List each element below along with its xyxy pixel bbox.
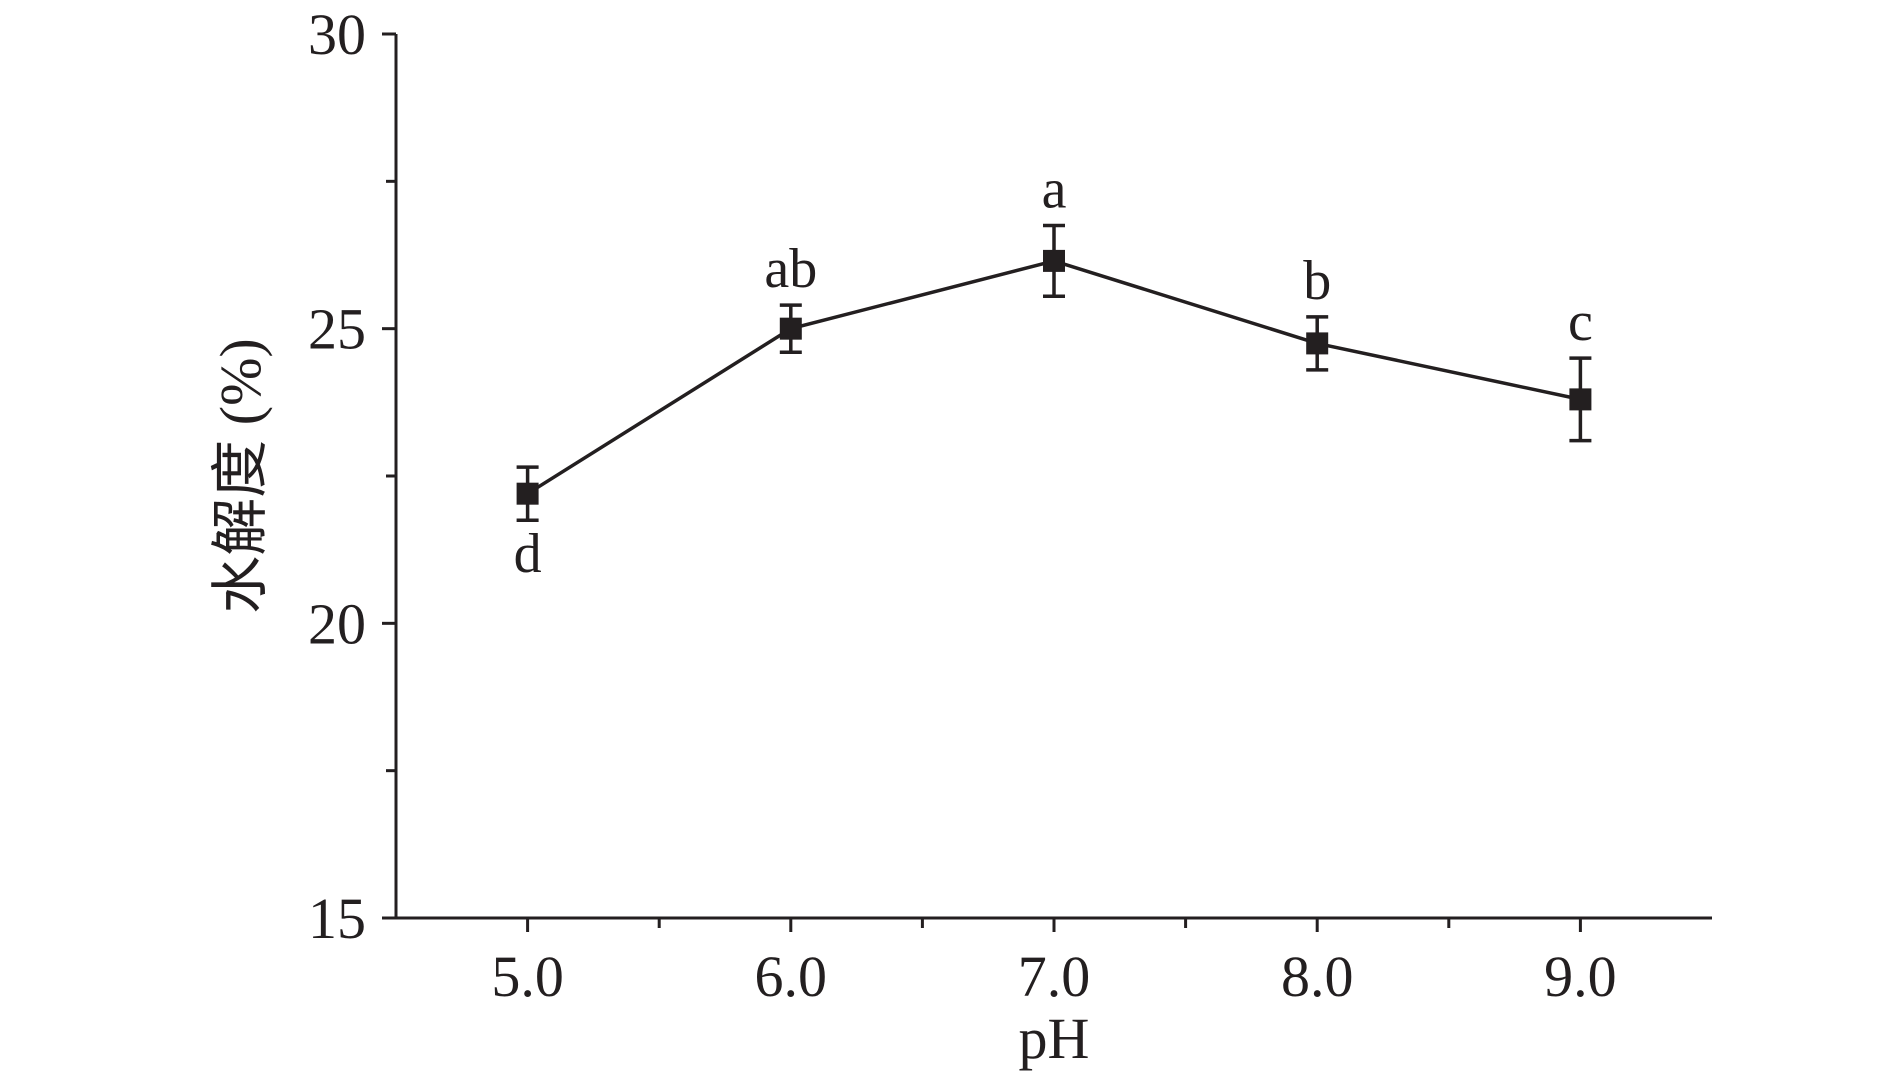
significance-label: d [514, 523, 542, 585]
significance-label: a [1042, 159, 1067, 221]
x-tick-label: 6.0 [755, 944, 828, 1009]
y-tick-label: 30 [308, 2, 366, 67]
square-marker [1306, 332, 1329, 355]
square-marker [1569, 388, 1592, 411]
x-tick-label: 9.0 [1544, 944, 1617, 1009]
x-axis-ticks: 5.0 6.0 7.0 8.0 9.0 [491, 918, 1617, 1009]
x-tick-label: 5.0 [491, 944, 564, 1009]
square-marker [779, 317, 802, 340]
data-point [779, 303, 802, 354]
y-axis-ticks: 15 20 25 30 [308, 2, 396, 951]
data-point [516, 465, 539, 522]
data-point [1306, 315, 1329, 372]
y-axis-title: 水解度 (%) [208, 338, 273, 613]
y-tick-label: 20 [308, 591, 366, 656]
data-point [1569, 356, 1592, 443]
y-tick-label: 15 [308, 886, 366, 951]
x-tick-label: 7.0 [1018, 944, 1091, 1009]
x-tick-label: 8.0 [1281, 944, 1354, 1009]
significance-label: ab [764, 238, 817, 300]
significance-label: b [1303, 250, 1331, 312]
significance-label: c [1568, 291, 1593, 353]
data-point [1043, 223, 1065, 299]
series-group [516, 223, 1592, 522]
x-axis-title: pH [1019, 1006, 1090, 1071]
square-marker [1043, 249, 1065, 272]
square-marker [516, 482, 539, 505]
y-tick-label: 25 [308, 297, 366, 362]
